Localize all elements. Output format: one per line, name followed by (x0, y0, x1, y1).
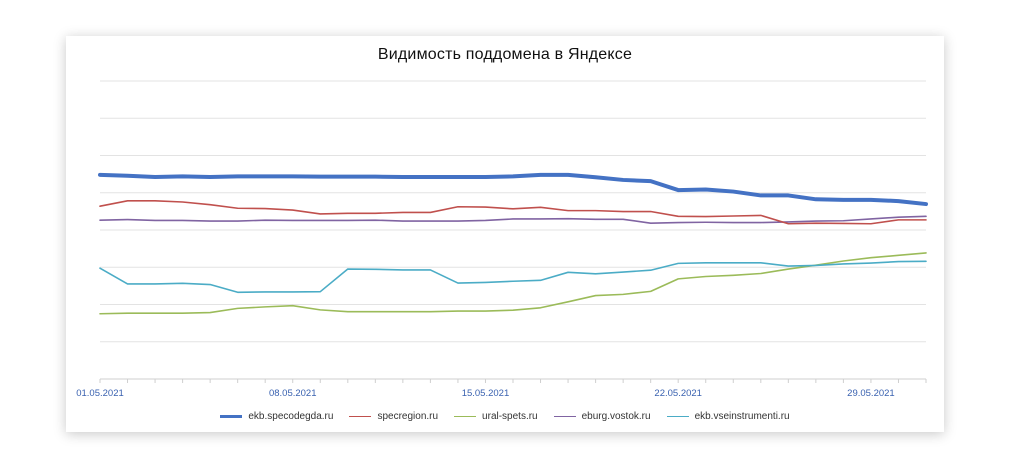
series-line (99, 215, 927, 224)
series-eburg.vostok.ru (99, 215, 927, 224)
legend-item: specregion.ru (349, 411, 438, 422)
legend-label: eburg.vostok.ru (581, 411, 651, 422)
series-line (99, 260, 927, 294)
series-line (98, 172, 928, 207)
series-ekb.specodegda.ru (98, 172, 928, 207)
legend-swatch-icon (349, 416, 372, 417)
legend-label: specregion.ru (377, 411, 439, 422)
series-specregion.ru (99, 199, 927, 225)
legend-item: ekb.specodegda.ru (220, 411, 333, 422)
chart-plot: 01.05.2021 08.05.2021 15.05.2021 22.05.2021… (76, 80, 928, 399)
chart-card: Видимость поддомена в Яндексе 01.05.2021… (66, 36, 944, 432)
legend-swatch-icon (454, 416, 477, 417)
legend-label: ural-spets.ru (482, 411, 538, 422)
x-tick-label: 08.05.2021 (269, 388, 317, 399)
legend-label: ekb.specodegda.ru (248, 411, 334, 422)
series-ural-spets.ru (99, 252, 927, 315)
chart-title: Видимость поддомена в Яндексе (377, 46, 633, 63)
legend-swatch-icon (666, 416, 689, 417)
x-tick-label: 29.05.2021 (847, 388, 895, 399)
legend-swatch-icon (220, 415, 243, 418)
x-tick-label: 22.05.2021 (654, 388, 702, 399)
legend-item: ekb.vseinstrumenti.ru (666, 411, 790, 422)
series-ekb.vseinstrumenti.ru (99, 260, 927, 294)
chart-legend: ekb.specodegda.ru specregion.ru ural-spe… (66, 411, 944, 422)
x-tick-label: 15.05.2021 (462, 388, 510, 399)
x-tick-label: 01.05.2021 (76, 388, 124, 399)
legend-label: ekb.vseinstrumenti.ru (694, 411, 790, 422)
legend-swatch-icon (553, 416, 576, 417)
legend-item: ural-spets.ru (454, 411, 538, 422)
legend-item: eburg.vostok.ru (553, 411, 651, 422)
